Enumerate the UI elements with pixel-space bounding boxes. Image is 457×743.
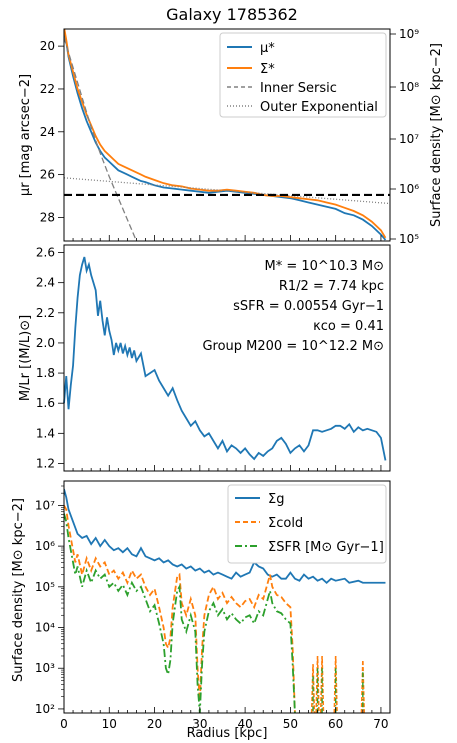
bottom-spike-0: [310, 664, 316, 713]
top-ytick-label: 20: [40, 39, 55, 53]
bottom-spike-2: [319, 655, 325, 713]
top-rtick-label: 10⁷: [399, 132, 419, 146]
bottom-ytick-label: 10⁵: [35, 580, 55, 594]
annotation-kappa: κco = 0.41: [313, 319, 384, 334]
top-rtick-label: 10⁸: [399, 80, 419, 94]
bottom-xtick-label: 40: [237, 717, 252, 731]
top-series-0: [64, 29, 387, 241]
bottom-ylabel: Surface density [M⊙ kpc−2]: [11, 498, 26, 682]
middle-ylabel: M/Lr [(M/L)⊙]: [18, 315, 33, 401]
middle-ticks: 1.2 1.4 1.6 1.8 2.0 2.2 2.4 2.6: [36, 246, 382, 471]
middle-ytick-label: 1.8: [36, 366, 55, 380]
top-right-ticks: 10⁹ 10⁸ 10⁷ 10⁶ 10⁵: [390, 27, 419, 246]
top-rtick-label: 10⁹: [399, 27, 419, 41]
bottom-legend-box: [227, 484, 387, 564]
bottom-ytick-label: 10⁶: [35, 539, 55, 553]
bottom-plot-area: [64, 488, 386, 713]
bottom-series-2: [64, 513, 296, 713]
top-rtick-label: 10⁶: [399, 182, 419, 196]
panel-middle: 1.2 1.4 1.6 1.8 2.0 2.2 2.4 2.6 M/Lr [(M/L)⊙] M…: [18, 244, 391, 472]
top-legend: μ* Σ* Inner Sersic Outer Exponential: [219, 32, 387, 118]
middle-series-0: [63, 256, 387, 461]
bottom-ytick-label: 10²: [35, 702, 55, 716]
middle-annotations: M* = 10^10.3 M⊙ R1/2 = 7.74 kpc sSFR = 0…: [202, 259, 384, 354]
top-rtick-label: 10⁵: [399, 232, 419, 246]
top-series-3: [64, 177, 390, 205]
top-lines: [64, 29, 390, 241]
annotation-ssfr: sSFR = 0.00554 Gyr−1: [233, 299, 384, 314]
bottom-legend-gas: Σg: [268, 492, 284, 507]
bottom-xtick-label: 50: [283, 717, 298, 731]
top-ytick-label: 22: [40, 82, 55, 96]
bottom-series-0: [64, 488, 386, 584]
figure-title: Galaxy 1785362: [166, 5, 298, 24]
annotation-mass: M* = 10^10.3 M⊙: [265, 259, 385, 274]
bottom-ytick-label: 10³: [35, 661, 55, 675]
middle-ytick-label: 2.4: [36, 276, 55, 290]
top-ylabel-right: Surface density [M⊙ kpc−2]: [429, 43, 444, 227]
bottom-xtick-label: 70: [373, 717, 388, 731]
middle-ytick-label: 1.4: [36, 426, 55, 440]
top-legend-sersic: Inner Sersic: [260, 81, 337, 96]
top-series-1: [64, 29, 387, 239]
annotation-radius: R1/2 = 7.74 kpc: [279, 279, 384, 294]
bottom-ticks: 10² 10³ 10⁴ 10⁵ 10⁶ 10⁷ 0 10 20 30 40 50 60 70: [35, 485, 389, 731]
panel-bottom: 10² 10³ 10⁴ 10⁵ 10⁶ 10⁷ 0 10 20 30 40 50 60 70 Surfac…: [11, 480, 391, 741]
top-legend-mu: μ*: [260, 41, 275, 56]
bottom-legend-sfr: ΣSFR [M⊙ Gyr−1]: [268, 540, 384, 555]
bottom-ytick-label: 10⁴: [35, 621, 55, 635]
bottom-legend: Σg Σcold ΣSFR [M⊙ Gyr−1]: [227, 484, 387, 564]
bottom-xtick-label: 20: [147, 717, 162, 731]
top-legend-box: [219, 32, 387, 118]
bottom-series-1: [64, 504, 296, 713]
middle-plot-area: [63, 256, 387, 461]
middle-ytick-label: 1.2: [36, 456, 55, 470]
top-legend-exp: Outer Exponential: [260, 100, 378, 115]
bottom-ytick-label: 10⁷: [35, 498, 55, 512]
middle-ytick-label: 2.6: [36, 246, 55, 260]
middle-ytick-label: 2.0: [36, 336, 55, 350]
top-ytick-label: 28: [40, 210, 55, 224]
bottom-spike-1: [315, 655, 320, 713]
top-plot-area: [64, 29, 390, 241]
annotation-group-mass: Group M200 = 10^12.2 M⊙: [202, 339, 384, 354]
top-legend-sigma: Σ*: [260, 62, 275, 77]
x-axis-label: Radius [kpc]: [187, 726, 268, 741]
top-ytick-label: 26: [40, 168, 55, 182]
bottom-legend-cold: Σcold: [268, 516, 303, 531]
top-ytick-label: 24: [40, 125, 55, 139]
bottom-xtick-label: 0: [60, 717, 68, 731]
bottom-lines: [64, 488, 386, 713]
top-series-2: [64, 37, 138, 241]
bottom-spike-3: [333, 655, 338, 713]
bottom-xtick-label: 10: [102, 717, 117, 731]
middle-ytick-label: 1.6: [36, 396, 55, 410]
bottom-xtick-label: 60: [328, 717, 343, 731]
top-left-ticks: 20 22 24 26 28: [40, 39, 382, 241]
middle-ytick-label: 2.2: [36, 306, 55, 320]
top-ylabel-left: μr [mag arcsec−2]: [18, 74, 33, 196]
bottom-xtick-label: 30: [192, 717, 207, 731]
panel-top: 20 22 24 26 28 10⁹ 10⁸ 10⁷ 10⁶ 10⁵ μr [mag arcse…: [18, 27, 444, 246]
